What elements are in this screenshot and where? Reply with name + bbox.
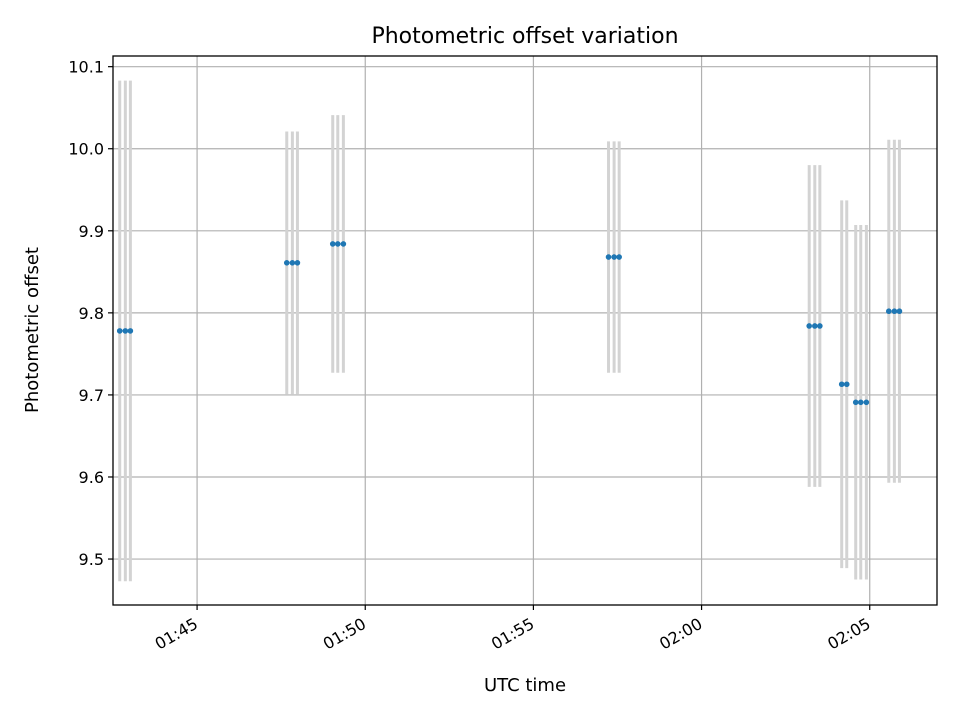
y-axis-ticks: 9.5 9.6 9.7 9.8 9.9 10.0 10.1 [68,58,113,569]
data-point [852,399,859,406]
data-point [817,323,823,329]
x-axis-label: UTC time [484,675,566,696]
data-point [863,399,870,406]
data-point [885,308,892,315]
plot-frame [112,55,938,606]
y-axis-label: Photometric offset [22,247,43,413]
y-tick-label: 9.5 [79,550,104,569]
data-point [843,381,850,388]
data-point [283,259,290,266]
y-tick-label: 9.8 [79,304,104,323]
data-point [116,328,123,334]
grid [113,56,937,605]
y-tick-label: 10.0 [68,140,104,159]
data-points [116,241,903,406]
data-point [891,308,898,315]
y-tick-label: 9.7 [79,386,104,405]
data-point [289,259,296,266]
data-point [611,254,617,260]
y-tick-label: 9.9 [79,222,104,241]
data-point [294,259,301,266]
data-point [838,381,845,388]
data-point [812,323,818,329]
data-point [127,328,134,334]
data-point [329,241,336,247]
chart-title: Photometric offset variation [371,24,678,49]
data-point [334,241,341,247]
data-point [340,241,347,247]
data-point [616,254,622,260]
y-tick-label: 9.6 [79,468,104,487]
data-point [857,399,864,406]
data-point [122,328,129,334]
y-tick-label: 10.1 [68,58,104,77]
data-point [605,254,612,260]
data-point [896,308,903,315]
data-point [806,323,812,329]
